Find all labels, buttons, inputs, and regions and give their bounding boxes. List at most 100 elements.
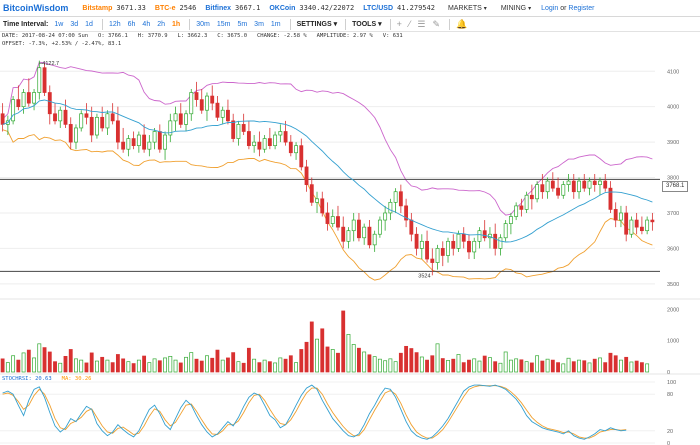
interval-6h[interactable]: 6h — [127, 20, 136, 28]
volume-bar — [100, 356, 105, 373]
ticker-exchange[interactable]: Bitstamp — [82, 5, 113, 12]
ticker-ltcusd[interactable]: LTC/USD 41.279542 — [363, 4, 435, 12]
candle-body — [524, 194, 529, 210]
price-tick-label: 3700 — [667, 211, 679, 217]
candle-body — [115, 120, 120, 143]
volume-bar — [498, 362, 503, 373]
or-text: or — [560, 4, 567, 12]
interval-1d[interactable]: 1d — [85, 20, 93, 28]
trend-line-icon[interactable]: ⁄ — [408, 19, 411, 29]
volume-bar — [89, 352, 94, 373]
volume-bar — [503, 351, 508, 373]
candle-body — [246, 131, 251, 147]
osc-tick-label: 0 — [667, 441, 670, 445]
volume-bar — [136, 359, 141, 373]
interval-30m[interactable]: 30m — [196, 20, 210, 28]
toolbar: Time Interval: 1w 3d 1d 12h 6h 4h 2h 1h … — [0, 17, 700, 32]
candle-body — [435, 248, 440, 263]
ticker-exchange[interactable]: LTC/USD — [363, 5, 394, 12]
interval-12h[interactable]: 12h — [108, 20, 121, 28]
interval-2h[interactable]: 2h — [157, 20, 166, 28]
volume-tick-label: 1000 — [667, 339, 679, 345]
volume-bar — [425, 359, 429, 373]
interval-5m[interactable]: 5m — [237, 20, 248, 28]
ticker-btce[interactable]: BTC-e 2546 — [155, 4, 196, 12]
volume-bar — [341, 310, 346, 373]
current-price-tag: 3768.1 — [662, 181, 689, 192]
volume-bar — [126, 361, 131, 373]
volume-bar — [246, 347, 251, 373]
volume-bar — [629, 361, 634, 373]
crosshair-icon[interactable]: + — [396, 19, 402, 29]
volume-bar — [309, 321, 314, 373]
volume-bar — [294, 362, 298, 373]
volume-bar — [26, 349, 31, 373]
candle-body — [236, 124, 241, 139]
ticker-exchange[interactable]: Bitfinex — [205, 5, 232, 12]
ticker-okcoin[interactable]: OKCoin 3340.42/22072 — [269, 4, 354, 12]
settings-label: SETTINGS — [296, 21, 332, 28]
volume-bar — [634, 360, 639, 373]
register-link[interactable]: Register — [568, 4, 595, 12]
volume-bar — [377, 358, 382, 373]
auth-links: Login or Register — [541, 5, 594, 12]
interval-4h[interactable]: 4h — [142, 20, 151, 28]
brand-logo[interactable]: BitcoinWisdom — [3, 3, 69, 13]
ticker-bitstamp[interactable]: Bitstamp 3671.33 — [82, 4, 145, 12]
tools-menu[interactable]: TOOLS ▾ — [352, 20, 381, 28]
pencil-icon[interactable]: ✎ — [432, 18, 440, 29]
divider — [101, 18, 103, 30]
volume-bar — [142, 355, 147, 373]
volume-bar — [231, 352, 236, 373]
volume-bar — [110, 362, 115, 373]
volume-bar — [508, 359, 513, 373]
candle-body — [430, 258, 435, 263]
mining-menu[interactable]: MINING ▾ — [501, 5, 531, 12]
volume-bar — [556, 362, 560, 373]
markets-menu[interactable]: MARKETS ▾ — [448, 5, 487, 12]
volume-bar — [461, 362, 466, 373]
ticker-exchange[interactable]: OKCoin — [269, 5, 296, 12]
candle-body — [252, 141, 257, 147]
settings-menu[interactable]: SETTINGS ▾ — [297, 20, 337, 28]
volume-bar — [430, 355, 435, 373]
candle-body — [299, 145, 304, 168]
interval-1h[interactable]: 1h — [172, 20, 181, 28]
interval-1w[interactable]: 1w — [54, 20, 64, 28]
interval-3m[interactable]: 3m — [254, 20, 264, 28]
candle-body — [362, 226, 367, 239]
login-link[interactable]: Login — [541, 4, 559, 12]
candle-body — [383, 212, 388, 221]
interval-1m[interactable]: 1m — [270, 20, 281, 28]
ticker-bitfinex[interactable]: Bitfinex 3667.1 — [205, 4, 260, 12]
bell-icon[interactable]: 🔔 — [455, 18, 468, 29]
volume-bar — [194, 358, 199, 373]
low-annotation: 3524 — [418, 273, 430, 279]
annotations: 4122.7 3524 — [39, 61, 431, 279]
candle-body — [79, 113, 84, 129]
volume-bar — [42, 347, 47, 373]
price-axis: 3500 3600 3700 3800 3900 4000 4100 0 1000 2000 0 20… — [667, 69, 679, 445]
volume-bar — [367, 354, 372, 373]
volume-bar — [152, 358, 157, 373]
price-tick-label: 3500 — [667, 282, 679, 288]
ticker-exchange[interactable]: BTC-e — [154, 5, 176, 12]
candle-body — [267, 138, 272, 147]
candle-body — [639, 226, 644, 232]
divider — [189, 18, 191, 30]
volume-bar — [603, 362, 608, 373]
interval-15m[interactable]: 15m — [216, 20, 231, 28]
candle-body — [110, 113, 115, 122]
volume-tick-label: 0 — [667, 370, 670, 376]
candle-body — [577, 180, 581, 193]
candle-body — [304, 166, 309, 185]
volume-bar — [283, 358, 288, 373]
volume-bar — [257, 362, 262, 373]
upper-band — [2, 61, 653, 216]
candle-body — [105, 113, 110, 129]
fib-lines-icon[interactable]: ☰ — [417, 18, 426, 29]
interval-3d[interactable]: 3d — [70, 20, 79, 28]
osc-tick-label: 80 — [667, 392, 673, 398]
candle-body — [336, 216, 340, 228]
